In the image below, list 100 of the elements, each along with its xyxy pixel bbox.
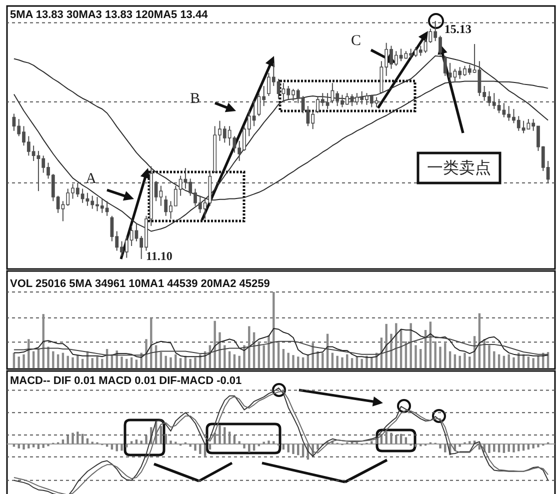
bar xyxy=(537,444,540,448)
annotation: A xyxy=(86,171,97,187)
annotation: C xyxy=(350,33,362,49)
bar xyxy=(532,444,534,448)
bar xyxy=(341,357,344,368)
bar xyxy=(404,437,408,444)
bar xyxy=(508,444,510,452)
bar xyxy=(331,352,334,368)
bar xyxy=(189,358,192,368)
bar xyxy=(126,444,128,448)
bar xyxy=(512,444,515,452)
bar xyxy=(448,351,452,368)
bar xyxy=(189,444,192,447)
bar xyxy=(160,352,162,368)
bar xyxy=(62,439,64,444)
bar xyxy=(81,358,84,368)
bar xyxy=(493,351,496,368)
bar xyxy=(498,444,500,452)
bar xyxy=(268,335,270,368)
chart-title: MACD-- DIF 0.01 MACD 0.01 DIF-MACD -0.01 xyxy=(10,375,242,387)
bar xyxy=(498,354,500,368)
bar xyxy=(527,356,530,368)
bar xyxy=(52,351,54,368)
bar xyxy=(170,357,172,368)
bar xyxy=(32,351,35,368)
bar xyxy=(47,444,50,446)
bar xyxy=(28,444,30,448)
chart-title: 5MA 13.83 30MA3 13.83 120MA5 13.44 xyxy=(10,9,209,21)
bar xyxy=(22,444,25,450)
bar xyxy=(224,427,226,444)
bar xyxy=(282,349,285,368)
bar xyxy=(56,354,60,368)
bar xyxy=(18,356,20,368)
bar xyxy=(292,444,294,454)
bar xyxy=(32,444,35,448)
bar xyxy=(160,426,162,444)
bar xyxy=(120,444,123,451)
bar xyxy=(395,435,398,444)
bar xyxy=(12,444,16,447)
bar xyxy=(370,441,373,444)
bar xyxy=(110,444,114,450)
bar xyxy=(140,440,142,444)
bar xyxy=(483,339,486,368)
bar xyxy=(439,444,442,448)
bar xyxy=(488,444,490,453)
bar xyxy=(458,444,461,447)
bar xyxy=(444,444,446,452)
bar xyxy=(297,444,300,456)
bar xyxy=(316,444,319,450)
bar xyxy=(194,357,196,368)
bar xyxy=(272,441,275,444)
bar xyxy=(350,358,354,368)
bar xyxy=(488,345,490,368)
bar xyxy=(292,355,294,368)
bar xyxy=(218,425,221,444)
bar xyxy=(42,444,44,448)
bar xyxy=(208,444,212,450)
bar xyxy=(18,444,20,448)
bar xyxy=(72,432,74,444)
bar xyxy=(434,341,436,368)
bar xyxy=(316,351,319,368)
bar xyxy=(135,439,138,444)
bar xyxy=(493,444,496,452)
annotation: 一类卖点 xyxy=(427,159,491,177)
bar xyxy=(91,358,94,368)
bar xyxy=(218,332,221,368)
bar xyxy=(199,354,202,368)
bar xyxy=(106,444,108,447)
bar xyxy=(336,356,338,368)
bar xyxy=(502,444,506,453)
bar xyxy=(179,358,182,368)
bar xyxy=(199,444,202,454)
bar xyxy=(66,356,69,368)
bar xyxy=(464,352,466,368)
bar xyxy=(145,339,148,368)
bar xyxy=(238,441,240,444)
bar xyxy=(96,356,98,368)
bar xyxy=(400,434,402,444)
bar xyxy=(224,345,226,368)
bar xyxy=(62,352,64,368)
bar xyxy=(126,358,128,368)
bar xyxy=(150,318,152,368)
bar xyxy=(414,345,417,368)
bar xyxy=(164,356,167,368)
bar xyxy=(66,436,69,444)
bar xyxy=(302,444,304,458)
bar xyxy=(420,349,422,368)
bar xyxy=(508,354,510,368)
bar xyxy=(243,444,246,448)
bar xyxy=(366,356,368,368)
bar xyxy=(390,432,392,444)
bar xyxy=(268,440,270,444)
bar xyxy=(512,357,515,368)
bar xyxy=(145,436,148,444)
bar xyxy=(537,356,540,368)
bar xyxy=(444,342,446,368)
bar xyxy=(135,360,138,368)
annotation: B xyxy=(190,91,200,107)
bar xyxy=(385,324,388,368)
bar xyxy=(47,346,50,368)
